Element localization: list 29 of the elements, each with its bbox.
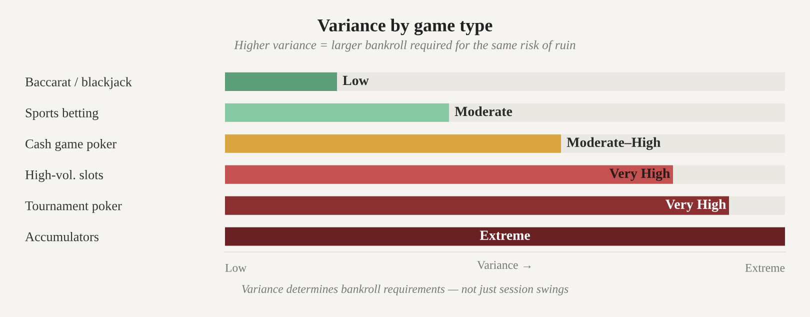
bar <box>729 196 785 215</box>
bar <box>449 103 785 122</box>
annotation: Very High <box>666 199 726 212</box>
annotation: Very High <box>610 168 670 181</box>
annotation: Moderate–High <box>566 137 661 150</box>
annotation: Extreme <box>480 230 530 240</box>
bar <box>225 196 729 215</box>
y-tick-label: Sports betting <box>26 108 98 120</box>
bar <box>225 134 561 153</box>
annotation: Moderate <box>454 106 512 116</box>
chart-title: Variance by game type <box>318 18 492 36</box>
x-axis-title: Variance → <box>477 261 531 270</box>
annotation: Extreme <box>745 264 785 272</box>
text: Low <box>225 264 247 272</box>
bar <box>561 134 785 153</box>
bar <box>337 72 785 91</box>
bar <box>225 227 785 246</box>
bar <box>225 165 673 184</box>
y-tick-label: Tournament poker <box>25 200 122 213</box>
annotation: Low <box>342 76 369 86</box>
chart-subtitle: Higher variance = larger bankroll required for the same risk of ruin <box>234 40 576 52</box>
bar <box>225 103 449 122</box>
y-tick-label: Baccarat / blackjack <box>25 77 132 90</box>
y-tick-label: Cash game poker <box>26 139 116 152</box>
bar <box>673 165 785 184</box>
bar <box>225 72 337 91</box>
y-tick-label: Accumulators <box>25 232 99 242</box>
y-tick-label: High-vol. slots <box>25 170 103 182</box>
text: Variance determines bankroll requirements — not just session swings <box>242 284 568 296</box>
